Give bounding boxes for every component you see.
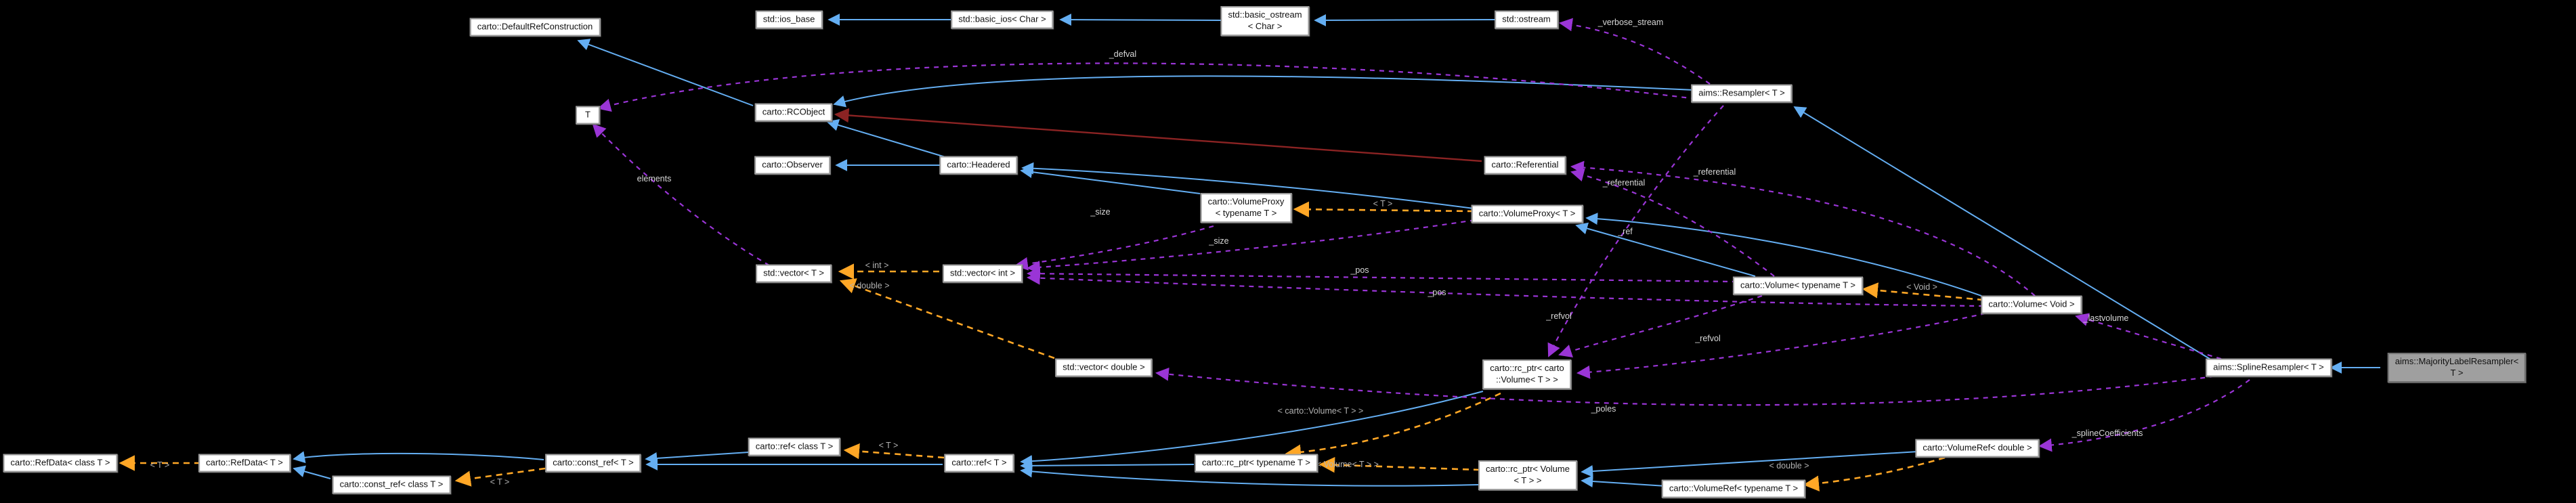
node-vector-t[interactable]: std::vector< T > <box>756 264 832 283</box>
edge-label-rcptr-volume-template: < Volume< T > > <box>1316 460 1379 469</box>
node-volume-typename[interactable]: carto::Volume< typename T > <box>1732 276 1864 295</box>
edge-label-volumeref-double-template: < double > <box>1769 461 1809 471</box>
edge-spline-resampler-to-volume-void <box>2075 313 2222 360</box>
node-rcobject[interactable]: carto::RCObject <box>754 103 833 122</box>
edge-vector-double-to-vector-t <box>839 278 1055 359</box>
edge-volume-typename-to-vector-int-pos <box>1027 267 1738 283</box>
edge-spline-resampler-to-resampler <box>1793 106 2214 362</box>
edge-volume-void-to-volume-typename <box>1862 282 1984 301</box>
edge-label-rcptr-carto-volume-template: < carto::Volume< T > > <box>1277 406 1364 416</box>
node-majority-label-resampler[interactable]: aims::MajorityLabelResampler< T > <box>2387 353 2527 382</box>
node-spline-resampler[interactable]: aims::SplineResampler< T > <box>2206 358 2332 377</box>
node-rcptr-typename[interactable]: carto::rc_ptr< typename T > <box>1195 454 1318 473</box>
edge-rcobject-to-default-ref-construction <box>577 39 754 106</box>
node-volumeref-typename[interactable]: carto::VolumeRef< typename T > <box>1661 479 1806 498</box>
edge-label-ref-template: < T > <box>878 441 899 450</box>
edge-label-volume-proxy-template: < T > <box>1373 199 1393 209</box>
edge-const-ref-class-to-refdata-t <box>293 465 331 479</box>
edge-volume-void-to-rcptr-carto-volume <box>1576 312 1986 379</box>
node-ostream[interactable]: std::ostream <box>1495 10 1558 29</box>
edge-resampler-to-rcptr-carto-volume <box>1547 105 1724 357</box>
edge-referential-to-rcobject <box>834 108 1482 162</box>
node-rcptr-volume[interactable]: carto::rc_ptr< Volume < T > > <box>1478 460 1577 490</box>
edge-volume-typename-to-rcptr-carto-volume <box>1558 294 1763 357</box>
node-ios-base[interactable]: std::ios_base <box>755 10 823 29</box>
edge-volume-proxy-typename-to-headered <box>1020 166 1201 194</box>
edge-rcptr-volume-to-rcptr-typename <box>1318 457 1480 473</box>
edge-const-ref-t-to-const-ref-class <box>454 467 546 487</box>
edge-volume-typename-to-referential <box>1570 168 1775 277</box>
node-const-ref-class[interactable]: carto::const_ref< class T > <box>332 475 451 494</box>
edge-vector-t-to-t <box>592 123 770 266</box>
node-ref-t[interactable]: carto::ref< T > <box>944 454 1014 473</box>
node-volume-proxy-typename[interactable]: carto::VolumeProxy < typename T > <box>1200 193 1292 223</box>
node-basic-ostream[interactable]: std::basic_ostream < Char > <box>1220 6 1310 36</box>
edge-rcptr-volume-to-ref-t <box>1020 465 1479 487</box>
edge-label-spline-coefficients: _splineCoefficients <box>2071 429 2143 438</box>
edge-label-referential-1: _referential <box>1602 178 1646 188</box>
node-ref-class[interactable]: carto::ref< class T > <box>748 437 841 456</box>
node-rcptr-carto-volume[interactable]: carto::rc_ptr< carto ::Volume< T > > <box>1482 359 1572 389</box>
node-resampler[interactable]: aims::Resampler< T > <box>1691 84 1793 103</box>
edge-resampler-to-t <box>597 62 1696 112</box>
edge-label-refvol-2: _refvol <box>1695 334 1721 343</box>
edge-volume-proxy-typename-to-vector-int <box>1014 225 1214 271</box>
edge-label-ref: _ref <box>1618 227 1633 236</box>
edge-ref-class-to-const-ref-t <box>645 452 750 464</box>
node-refdata-class[interactable]: carto::RefData< class T > <box>3 454 118 473</box>
edge-label-refdata-template: < T > <box>150 460 170 470</box>
node-headered[interactable]: carto::Headered <box>939 156 1018 175</box>
edge-label-pos-1: _pos <box>1350 265 1369 275</box>
edge-resampler-to-ostream <box>1559 18 1711 85</box>
node-volume-void[interactable]: carto::Volume< Void > <box>1981 295 2082 314</box>
edge-label-const-ref-template: < T > <box>490 477 510 487</box>
edge-volumeref-double-to-rcptr-volume <box>1581 451 1919 478</box>
edge-label-vector-int-template: < int > <box>865 261 889 270</box>
node-volumeref-double[interactable]: carto::VolumeRef< double > <box>1915 439 2040 458</box>
edge-label-elements: elements <box>637 174 672 183</box>
node-basic-ios[interactable]: std::basic_ios< Char > <box>951 10 1054 29</box>
edge-label-referential-2: _referential <box>1693 167 1736 177</box>
edge-volume-void-to-vector-int-pos <box>1027 271 1984 307</box>
edge-ref-t-to-ref-class <box>843 443 945 460</box>
node-t[interactable]: T <box>576 106 600 125</box>
edge-spline-resampler-to-vector-double <box>1155 367 2215 406</box>
edge-label-poles: _poles <box>1591 404 1616 414</box>
node-observer[interactable]: carto::Observer <box>754 156 830 175</box>
edge-volume-proxy-t-to-volume-proxy-typename <box>1293 201 1474 217</box>
edge-volume-typename-to-volume-proxy-t <box>1575 222 1756 277</box>
node-const-ref-t[interactable]: carto::const_ref< T > <box>545 454 641 473</box>
edge-volume-void-to-volume-proxy-t <box>1585 213 1982 297</box>
edge-const-ref-t-to-refdata-t <box>293 451 544 464</box>
edge-label-verbose-stream: _verbose_stream <box>1597 18 1664 27</box>
edge-label-pos-2: _pos <box>1427 288 1446 297</box>
node-referential[interactable]: carto::Referential <box>1484 156 1566 175</box>
edge-rcptr-carto-volume-to-ref-t <box>1020 391 1484 468</box>
edge-label-lastvolume: _lastvolume <box>2083 313 2129 323</box>
edge-label-size-1: _size <box>1090 207 1111 217</box>
edge-volume-proxy-t-to-vector-int <box>1027 219 1476 274</box>
edge-spline-resampler-to-volumeref-double <box>2038 379 2250 452</box>
edge-label-refvol-1: _refvol <box>1546 311 1572 321</box>
edge-volume-proxy-t-to-headered <box>1021 162 1474 209</box>
edge-rcptr-typename-to-ref-t <box>1020 459 1195 472</box>
node-vector-int[interactable]: std::vector< int > <box>942 264 1023 283</box>
edge-label-volume-void-template: < Void > <box>1906 282 1937 292</box>
node-refdata-t[interactable]: carto::RefData< T > <box>198 454 291 473</box>
edge-label-defval: _defval <box>1109 49 1137 59</box>
node-default-ref-construction[interactable]: carto::DefaultRefConstruction <box>469 18 601 37</box>
edge-label-size-2: _size <box>1209 236 1229 246</box>
edge-label-vector-double-template: < double > <box>849 281 890 290</box>
node-vector-double[interactable]: std::vector< double > <box>1055 358 1153 377</box>
edge-resampler-to-rcobject <box>833 75 1695 108</box>
edge-volumeref-double-to-volumeref-typename <box>1803 456 1946 491</box>
edge-rcptr-carto-volume-to-rcptr-typename <box>1285 392 1501 460</box>
edge-volumeref-typename-to-rcptr-volume <box>1581 475 1667 488</box>
edge-headered-to-rcobject <box>826 119 946 158</box>
node-volume-proxy-t[interactable]: carto::VolumeProxy< T > <box>1471 204 1583 223</box>
